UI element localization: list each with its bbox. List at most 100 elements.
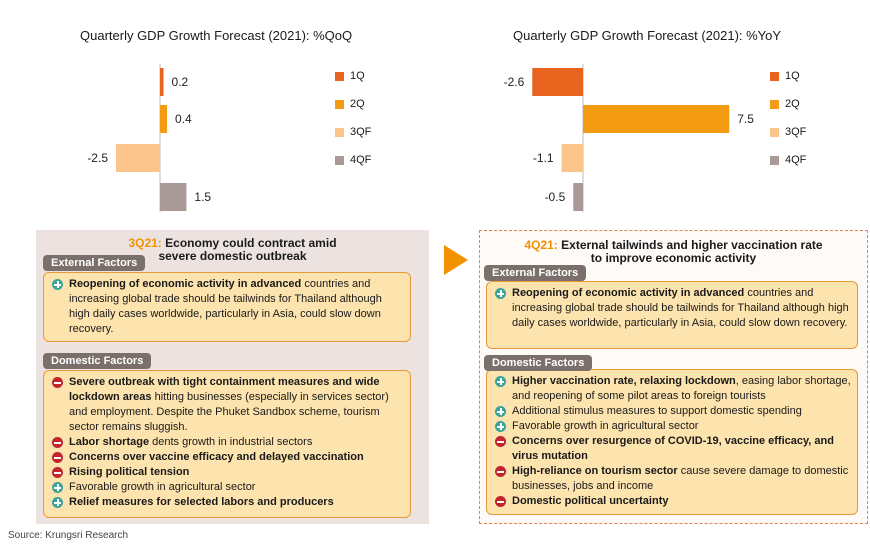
- factor-item: Rising political tension: [52, 465, 404, 480]
- domestic-factors-label: Domestic Factors: [484, 355, 593, 371]
- value-label-4qf: 1.5: [194, 190, 211, 204]
- legend-item-1q: 1Q: [770, 62, 806, 90]
- legend-swatch: [335, 99, 344, 109]
- legend-swatch: [770, 127, 779, 137]
- plus-icon: [495, 376, 506, 387]
- legend-swatch: [770, 71, 779, 81]
- bar-1q: [532, 68, 583, 96]
- legend-yoy: 1Q 2Q 3QF 4QF: [770, 62, 806, 174]
- factor-text: High-reliance on tourism sector cause se…: [512, 465, 849, 492]
- factor-text: Concerns over resurgence of COVID-19, va…: [512, 435, 834, 462]
- factor-text: Labor shortage dents growth in industria…: [69, 436, 313, 448]
- value-label-1q: 0.2: [172, 75, 189, 89]
- domestic-factors-box: Higher vaccination rate, relaxing lockdo…: [486, 369, 858, 515]
- factor-item: Domestic political uncertainty: [495, 494, 851, 509]
- legend-item-3qf: 3QF: [335, 118, 371, 146]
- factor-text: Favorable growth in agricultural sector: [69, 481, 256, 493]
- legend-swatch: [335, 155, 344, 165]
- plus-icon: [52, 497, 63, 508]
- arrow-right-icon: [444, 245, 468, 275]
- bar-4qf: [573, 183, 583, 211]
- legend-label: 3QF: [785, 126, 807, 138]
- minus-icon: [52, 452, 63, 463]
- legend-item-2q: 2Q: [770, 90, 806, 118]
- minus-icon: [495, 496, 506, 507]
- chart-yoy: -2.6 7.5 -1.1 -0.5: [504, 64, 754, 212]
- legend-item-4qf: 4QF: [770, 146, 806, 174]
- value-label-4qf: -0.5: [545, 190, 566, 204]
- minus-icon: [495, 436, 506, 447]
- chart-title-yoy: Quarterly GDP Growth Forecast (2021): %Y…: [513, 28, 782, 43]
- legend-swatch: [335, 127, 344, 137]
- source-note: Source: Krungsri Research: [8, 530, 129, 541]
- plus-icon: [52, 279, 63, 290]
- chart-title-qoq: Quarterly GDP Growth Forecast (2021): %Q…: [80, 28, 353, 43]
- minus-icon: [52, 467, 63, 478]
- factor-item: Relief measures for selected labors and …: [52, 495, 404, 510]
- factor-item: High-reliance on tourism sector cause se…: [495, 464, 851, 494]
- plus-icon: [495, 288, 506, 299]
- legend-label: 3QF: [350, 126, 372, 138]
- bar-2q: [160, 105, 168, 133]
- title-line2: severe domestic outbreak: [158, 249, 307, 263]
- panel-4q21: 4Q21: External tailwinds and higher vacc…: [479, 230, 868, 524]
- plus-icon: [495, 421, 506, 432]
- quarter-label: 4Q21:: [524, 238, 558, 252]
- bar-2q: [583, 105, 730, 133]
- legend-item-2q: 2Q: [335, 90, 371, 118]
- legend-label: 1Q: [350, 70, 365, 82]
- legend-label: 2Q: [350, 98, 365, 110]
- legend-swatch: [335, 71, 344, 81]
- factor-text: Additional stimulus measures to support …: [512, 405, 802, 417]
- domestic-factors-label: Domestic Factors: [43, 353, 152, 369]
- factor-text: Domestic political uncertainty: [512, 495, 669, 507]
- factor-text: Favorable growth in agricultural sector: [512, 420, 699, 432]
- panel-4q21-title: 4Q21: External tailwinds and higher vacc…: [480, 239, 867, 265]
- factor-text: Severe outbreak with tight containment m…: [69, 376, 389, 433]
- title-line1: External tailwinds and higher vaccinatio…: [561, 238, 823, 252]
- factor-item: Reopening of economic activity in advanc…: [495, 286, 851, 331]
- title-line1: Economy could contract amid: [165, 236, 337, 250]
- value-label-2q: 7.5: [737, 112, 754, 126]
- minus-icon: [52, 437, 63, 448]
- factor-item: Concerns over vaccine efficacy and delay…: [52, 450, 404, 465]
- chart-qoq: 0.2 0.4 -2.5 1.5: [87, 64, 211, 212]
- legend-swatch: [770, 155, 779, 165]
- plus-icon: [495, 406, 506, 417]
- bar-1q: [160, 68, 164, 96]
- legend-label: 2Q: [785, 98, 800, 110]
- factor-item: Reopening of economic activity in advanc…: [52, 277, 404, 337]
- bar-3qf: [561, 144, 583, 172]
- legend-label: 1Q: [785, 70, 800, 82]
- minus-icon: [52, 377, 63, 388]
- factor-text: Concerns over vaccine efficacy and delay…: [69, 451, 364, 463]
- external-factors-label: External Factors: [43, 255, 146, 271]
- quarter-label: 3Q21:: [128, 236, 162, 250]
- factor-text: Relief measures for selected labors and …: [69, 496, 334, 508]
- legend-label: 4QF: [785, 154, 807, 166]
- value-label-3qf: -1.1: [533, 151, 554, 165]
- legend-item-4qf: 4QF: [335, 146, 371, 174]
- panel-3q21-title: 3Q21: Economy could contract amid severe…: [36, 237, 429, 263]
- factor-item: Labor shortage dents growth in industria…: [52, 435, 404, 450]
- legend-label: 4QF: [350, 154, 372, 166]
- legend-item-1q: 1Q: [335, 62, 371, 90]
- plus-icon: [52, 482, 63, 493]
- external-factors-box: Reopening of economic activity in advanc…: [43, 272, 411, 342]
- legend-qoq: 1Q 2Q 3QF 4QF: [335, 62, 371, 174]
- bar-3qf: [116, 144, 160, 172]
- factor-item: Additional stimulus measures to support …: [495, 404, 851, 419]
- factor-text: Reopening of economic activity in advanc…: [69, 278, 382, 335]
- value-label-2q: 0.4: [175, 112, 192, 126]
- factor-text: Rising political tension: [69, 466, 190, 478]
- domestic-factors-box: Severe outbreak with tight containment m…: [43, 370, 411, 518]
- title-line2: to improve economic activity: [590, 251, 757, 265]
- factor-text: Reopening of economic activity in advanc…: [512, 287, 849, 329]
- factor-item: Concerns over resurgence of COVID-19, va…: [495, 434, 851, 464]
- factor-text: Higher vaccination rate, relaxing lockdo…: [512, 375, 851, 402]
- bar-4qf: [160, 183, 187, 211]
- external-factors-label: External Factors: [484, 265, 587, 281]
- factor-item: Favorable growth in agricultural sector: [52, 480, 404, 495]
- minus-icon: [495, 466, 506, 477]
- value-label-3qf: -2.5: [87, 151, 108, 165]
